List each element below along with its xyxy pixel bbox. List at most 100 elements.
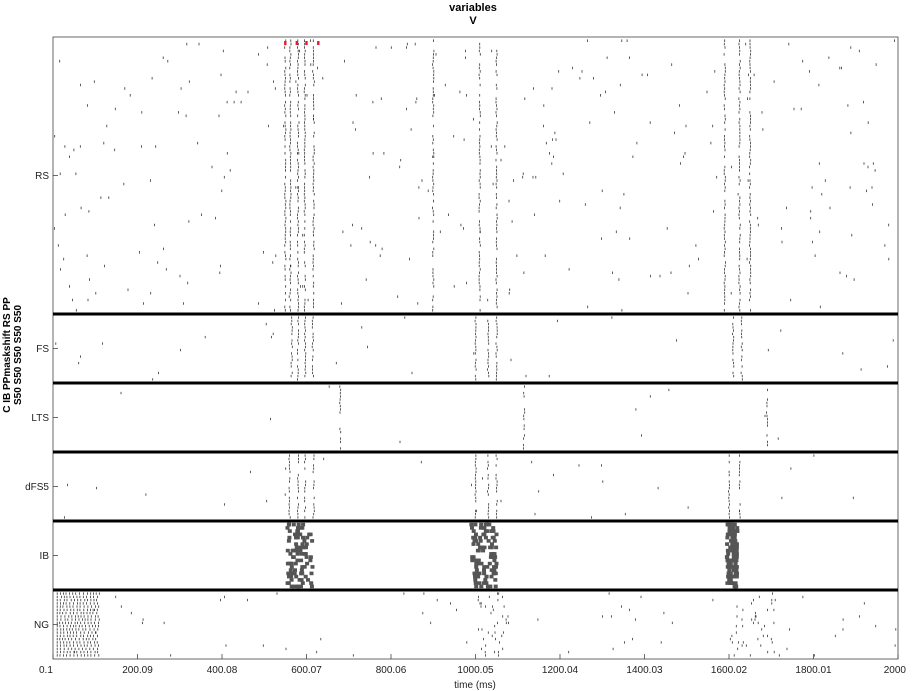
spike-mark	[731, 574, 736, 579]
spike-mark	[294, 545, 299, 550]
spike-mark	[479, 561, 484, 566]
spike-mark	[300, 545, 305, 550]
spike-mark	[731, 532, 736, 537]
y-tick-label-lts: LTS	[31, 413, 49, 424]
spike-mark	[303, 552, 307, 556]
spike-mark	[289, 574, 294, 579]
spike-mark	[488, 555, 493, 559]
x-tick-labels: 0.1 200.09 400.08 600.07 800.06 1000.05 1200.0…	[39, 654, 906, 676]
spike-mark	[493, 555, 498, 559]
spike-mark	[734, 558, 739, 563]
spike-mark	[473, 581, 478, 585]
spike-mark	[296, 529, 300, 533]
population-fs-spikes	[55, 316, 894, 381]
population-rs-spikes	[54, 39, 895, 312]
spike-mark	[299, 568, 304, 572]
spike-mark	[483, 578, 488, 582]
spike-mark	[289, 578, 294, 582]
spike-mark	[296, 522, 301, 527]
spike-mark	[730, 542, 735, 546]
y-tick-label-rs: RS	[35, 171, 49, 182]
spike-mark	[298, 526, 303, 530]
spike-mark	[470, 558, 475, 563]
spike-mark	[493, 578, 498, 582]
y-tick-label-ng: NG	[34, 620, 49, 631]
spike-mark	[310, 565, 315, 569]
spike-mark	[733, 555, 738, 559]
spike-mark	[305, 535, 310, 540]
spike-mark	[492, 558, 497, 563]
spike-mark	[491, 526, 496, 530]
spike-mark	[494, 545, 499, 550]
spike-mark	[732, 535, 737, 540]
spike-mark	[490, 535, 495, 540]
spike-mark	[725, 542, 730, 546]
spike-mark	[489, 552, 494, 556]
spike-mark	[733, 584, 738, 589]
spike-mark	[482, 568, 486, 572]
spike-mark	[299, 552, 304, 556]
spike-mark	[727, 568, 732, 572]
spike-mark	[300, 571, 305, 576]
spike-mark	[485, 565, 490, 569]
spike-mark	[725, 555, 730, 559]
spike-mark	[484, 574, 489, 579]
spike-mark	[285, 581, 290, 585]
spike-mark	[490, 542, 494, 546]
spike-mark	[482, 571, 487, 576]
spike-mark	[726, 574, 731, 579]
spike-mark	[733, 552, 738, 556]
y-axis-label-line2: S50 S50 S50 S50 S50	[13, 305, 24, 406]
spike-mark	[476, 548, 481, 553]
spike-mark	[731, 552, 736, 556]
spike-mark	[308, 558, 313, 563]
spike-mark	[309, 581, 314, 585]
spike-mark	[287, 574, 291, 579]
spike-mark	[493, 584, 498, 589]
spike-mark	[309, 584, 314, 589]
spike-mark	[285, 548, 290, 553]
spike-mark	[488, 584, 493, 589]
y-axis-label: C IB PPmaskshift RS PP S50 S50 S50 S50 S…	[2, 297, 24, 413]
spike-mark	[728, 571, 733, 576]
spike-mark	[482, 565, 487, 569]
population-dividers	[53, 312, 898, 592]
spike-mark	[303, 574, 308, 579]
spike-mark	[297, 532, 302, 537]
x-tick-label: 1800.01	[795, 665, 832, 676]
spike-mark	[487, 522, 492, 527]
spike-mark	[295, 584, 300, 589]
spike-mark	[472, 539, 477, 543]
spike-mark	[305, 561, 310, 566]
spike-mark	[295, 535, 300, 540]
spike-mark	[291, 555, 296, 559]
spike-mark	[734, 574, 739, 579]
spike-mark	[486, 539, 491, 543]
spike-mark	[728, 565, 733, 569]
spike-mark	[473, 535, 478, 540]
spike-mark	[726, 552, 731, 556]
spike-mark	[478, 535, 483, 540]
spike-mark	[733, 545, 738, 550]
spike-mark	[731, 555, 736, 559]
spike-mark	[474, 532, 478, 537]
spike-mark	[285, 561, 290, 566]
y-tick-label-dfs5: dFS5	[25, 482, 49, 493]
spike-mark	[287, 535, 292, 540]
spike-mark	[734, 529, 739, 533]
spike-mark	[295, 532, 300, 537]
spike-mark	[474, 584, 479, 589]
spike-mark	[483, 535, 488, 540]
spike-mark	[295, 552, 300, 556]
spike-mark	[484, 581, 489, 585]
spike-mark	[295, 558, 300, 563]
population-dfs5-spikes	[64, 454, 854, 519]
spike-mark	[734, 548, 739, 553]
spike-mark	[487, 561, 492, 566]
spike-mark	[309, 571, 314, 576]
spike-mark	[735, 526, 740, 530]
spike-mark	[731, 526, 735, 530]
chart-title-line1: variables	[449, 2, 497, 14]
spike-mark	[473, 571, 478, 576]
spike-mark	[728, 545, 733, 550]
